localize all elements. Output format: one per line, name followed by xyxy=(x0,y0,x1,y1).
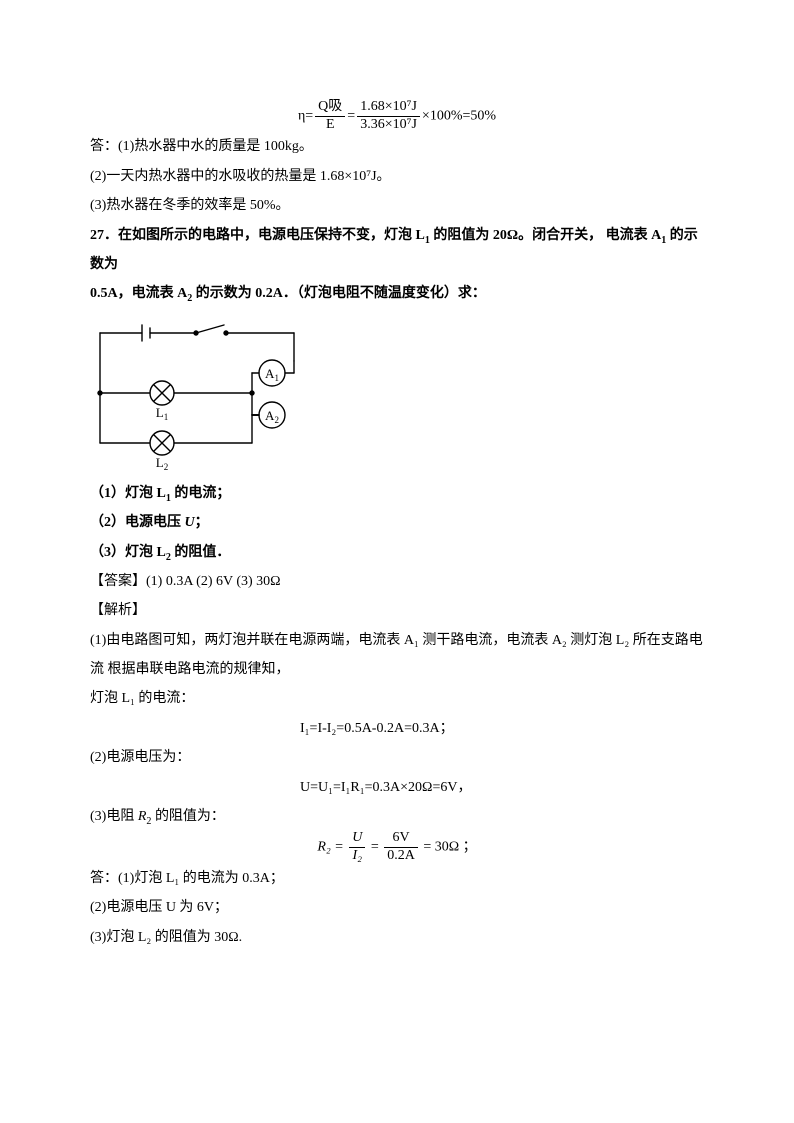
label-a2: A2 xyxy=(265,408,279,425)
exp-eqR: R₂ = UI₂ = 6V0.2A = 30Ω ； xyxy=(90,831,704,863)
label-l1: L1 xyxy=(156,405,168,422)
label-a1: A1 xyxy=(265,366,279,383)
q27-b: 的阻值为 20Ω。闭合开关， 电流表 A xyxy=(430,228,661,243)
final-2: (2)电源电压 U 为 6V； xyxy=(90,893,704,922)
part-2: （2）电源电压 U； xyxy=(90,508,704,537)
label-l2: L2 xyxy=(156,455,168,472)
answer-text: (1) 0.3A (2) 6V (3) 30Ω xyxy=(146,574,281,589)
part-3: （3）灯泡 L2 的阻值． xyxy=(90,538,704,567)
q27-stem-2: 0.5A，电流表 A2 的示数为 0.2A．（灯泡电阻不随温度变化）求： xyxy=(90,279,704,308)
page: η=Q吸E=1.68×10⁷J3.36×10⁷J×100%=50% 答：(1)热… xyxy=(0,0,794,1123)
eqR-frac2: 6V0.2A xyxy=(382,831,420,863)
ans26-3: (3)热水器在冬季的效率是 50%。 xyxy=(90,191,704,220)
q27-num: 27． xyxy=(90,228,118,243)
exp-l4: (3)电阻 R2 的阻值为： xyxy=(90,802,704,831)
q27-stem: 27．在如图所示的电路中，电源电压保持不变，灯泡 L1 的阻值为 20Ω。闭合开… xyxy=(90,221,704,280)
circuit-diagram: A1 A2 L1 L2 xyxy=(84,315,312,473)
q27-a: 在如图所示的电路中，电源电压保持不变，灯泡 L xyxy=(118,228,425,243)
exp-eqI: I₁=I-I₂=0.5A-0.2A=0.3A； xyxy=(90,714,704,743)
eq1-prefix: η= xyxy=(298,108,313,123)
answer-label: 【答案】 xyxy=(90,574,146,589)
eqR-frac1: UI₂ xyxy=(347,831,367,863)
ans26-2: (2)一天内热水器中的水吸收的热量是 1.68×10⁷J。 xyxy=(90,162,704,191)
eq1-suffix: ×100%=50% xyxy=(422,108,496,123)
eq1-eq: = xyxy=(347,108,355,123)
q27-2a: 0.5A，电流表 A xyxy=(90,286,187,301)
part-1: （1）灯泡 L1 的电流； xyxy=(90,479,704,508)
exp-l2: 灯泡 L₁ 的电流： xyxy=(90,684,704,713)
answer-line: 【答案】(1) 0.3A (2) 6V (3) 30Ω xyxy=(90,567,704,596)
equation-efficiency: η=Q吸E=1.68×10⁷J3.36×10⁷J×100%=50% xyxy=(90,100,704,132)
explain-label: 【解析】 xyxy=(90,596,704,625)
eq1-frac1: Q吸E xyxy=(313,100,347,132)
final-3: (3)灯泡 L₂ 的阻值为 30Ω. xyxy=(90,923,704,952)
exp-eqU: U=U₁=I₁R₁=0.3A×20Ω=6V， xyxy=(90,773,704,802)
q27-2b: 的示数为 0.2A．（灯泡电阻不随温度变化）求： xyxy=(192,286,486,301)
exp-l1: (1)由电路图可知，两灯泡并联在电源两端，电流表 A₁ 测干路电流，电流表 A₂… xyxy=(90,626,704,685)
final-1: 答：(1)灯泡 L₁ 的电流为 0.3A； xyxy=(90,864,704,893)
ans26-1: 答：(1)热水器中水的质量是 100kg。 xyxy=(90,132,704,161)
exp-l3: (2)电源电压为： xyxy=(90,743,704,772)
eq1-frac2: 1.68×10⁷J3.36×10⁷J xyxy=(355,100,422,132)
